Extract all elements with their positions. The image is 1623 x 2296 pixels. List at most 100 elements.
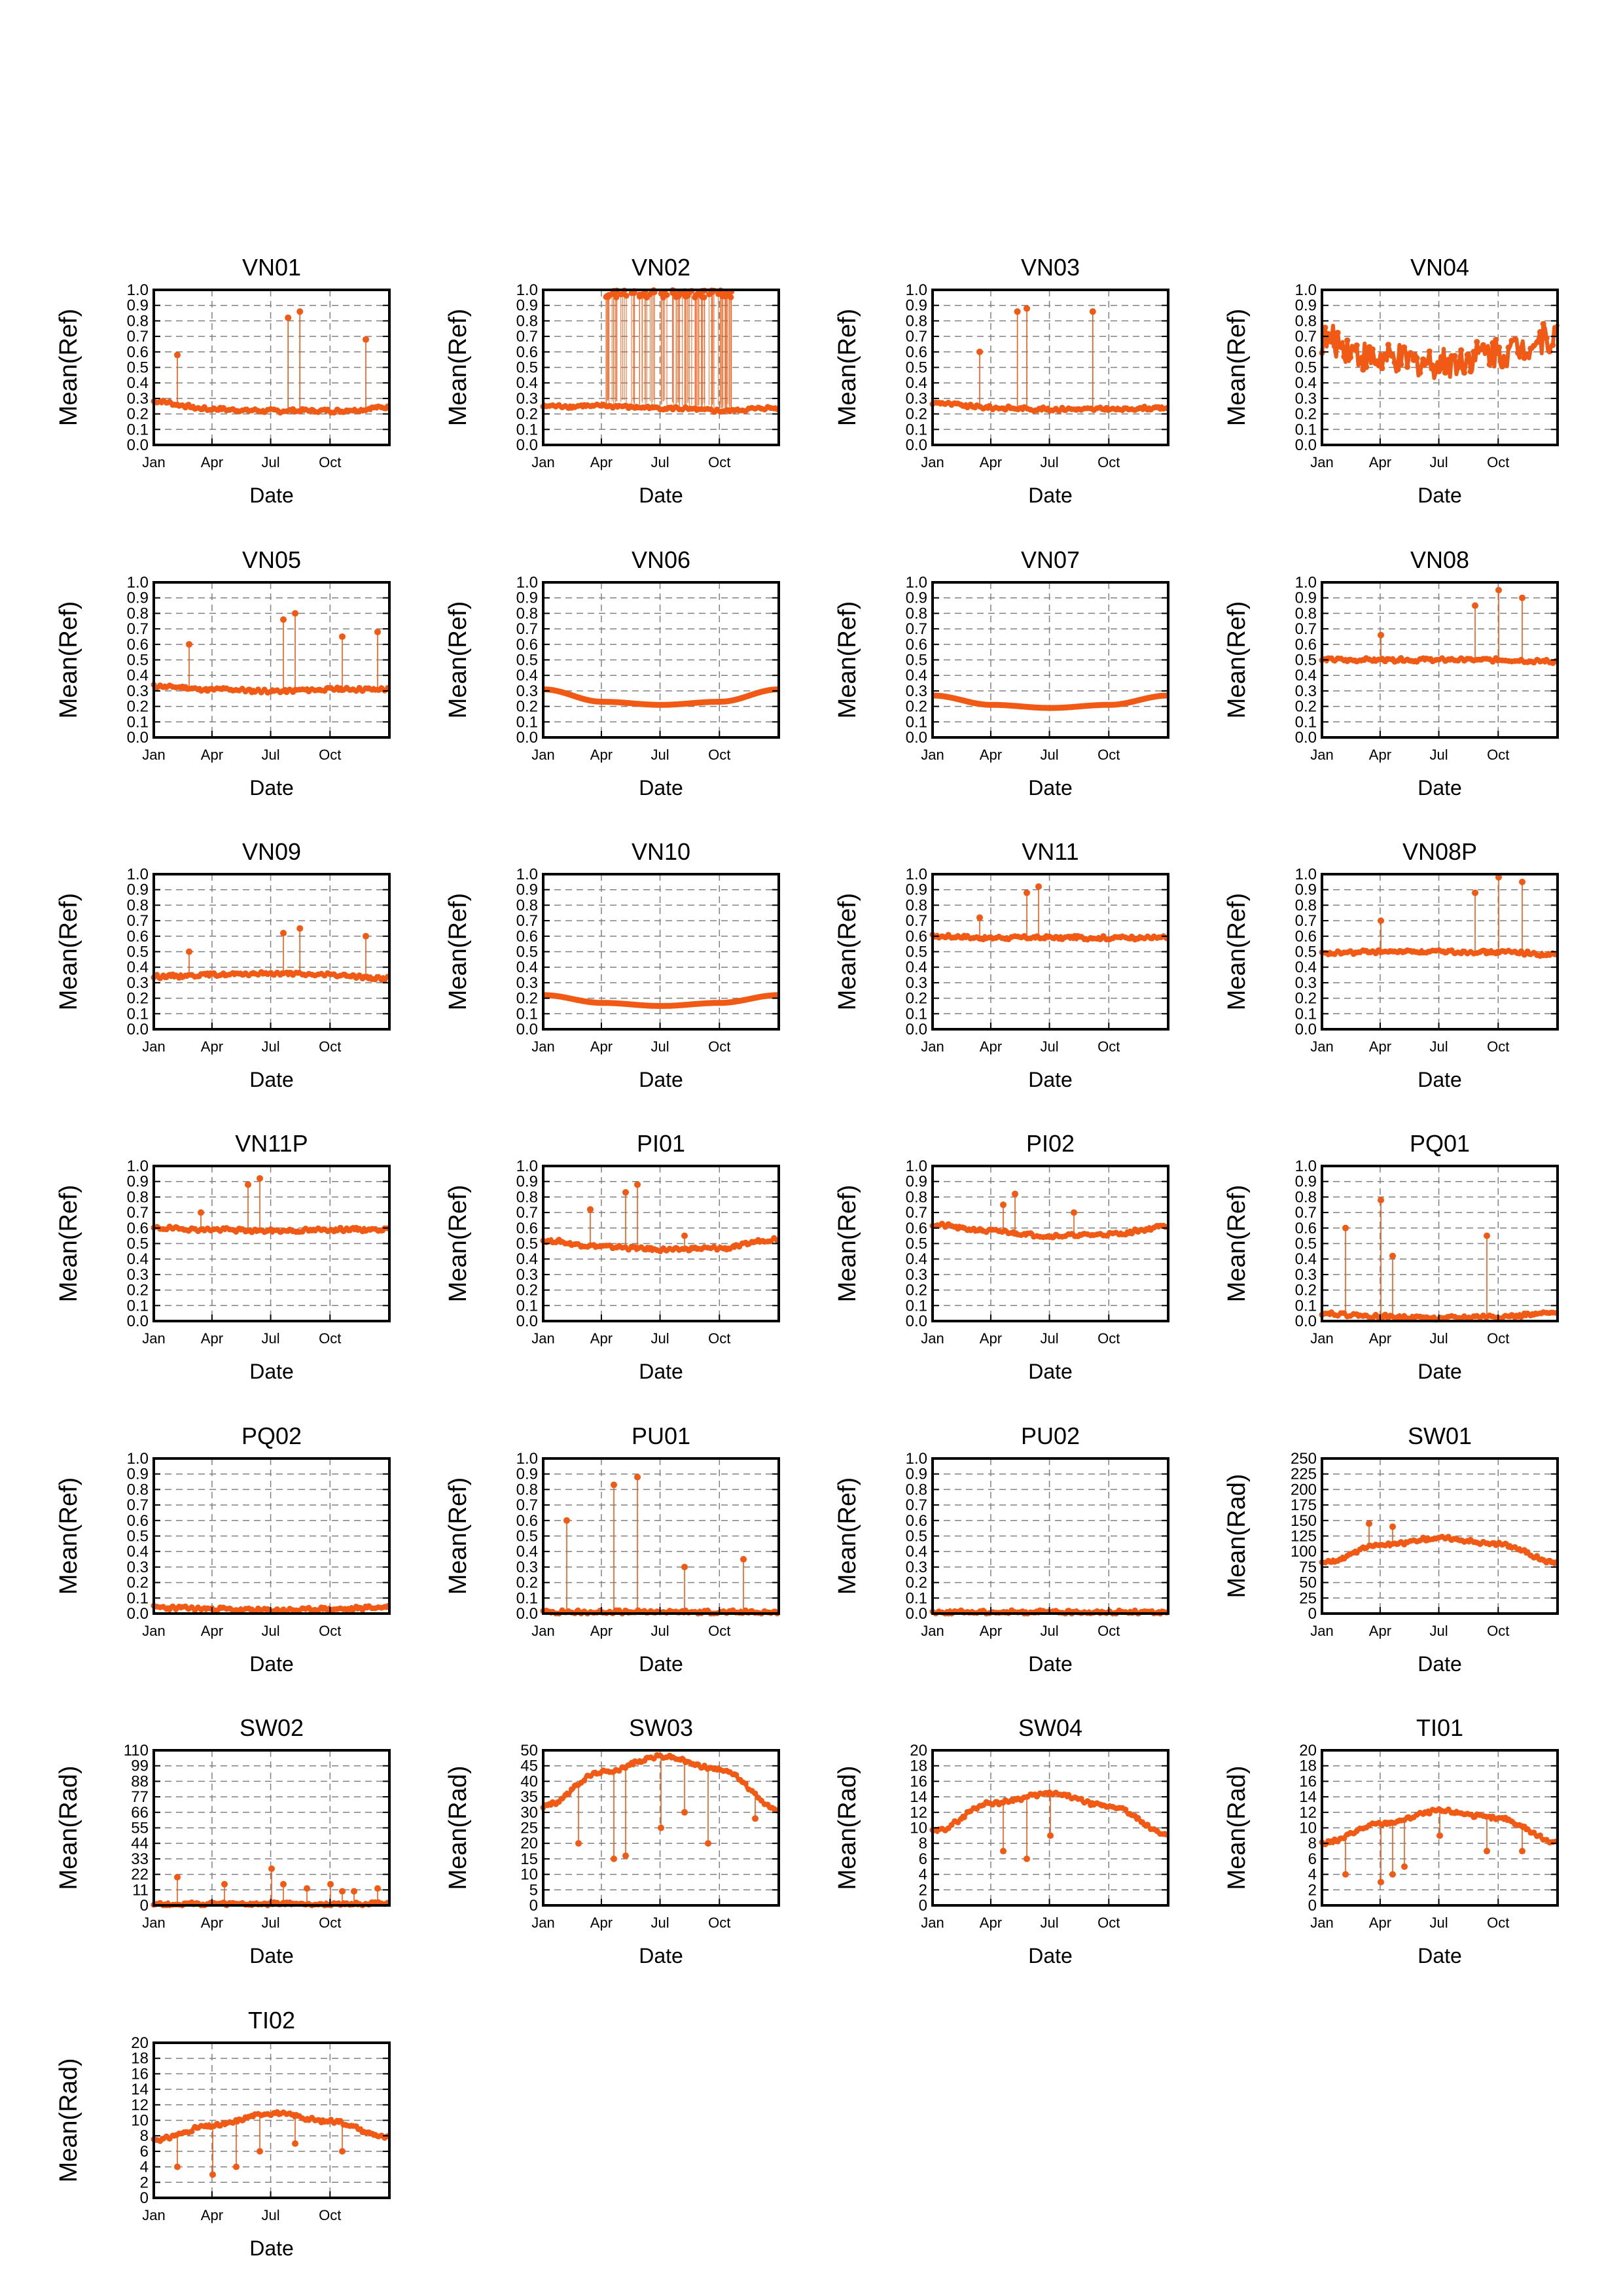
x-tick-label: Oct bbox=[1097, 1915, 1120, 1931]
y-tick-label: 0.4 bbox=[1295, 959, 1317, 976]
subplot-vn10: VN10 0.00.10.20.30.40.50.60.70.80.91.0 Jan… bbox=[444, 838, 781, 1091]
y-tick-label: 0.0 bbox=[516, 1021, 538, 1038]
x-axis-label: Date bbox=[639, 1068, 683, 1091]
x-axis-label: Date bbox=[1418, 776, 1462, 800]
y-tick-label: 0.6 bbox=[906, 928, 927, 945]
series-marks bbox=[151, 308, 391, 416]
y-tick-label: 0.5 bbox=[516, 1235, 538, 1253]
y-axis-label: Mean(Ref) bbox=[1223, 893, 1251, 1011]
x-tick-label: Jul bbox=[1429, 454, 1448, 470]
y-tick-label: 2 bbox=[1308, 1881, 1317, 1899]
series-line bbox=[541, 992, 781, 1009]
series-line bbox=[932, 1222, 1169, 1240]
outlier-point bbox=[611, 1481, 617, 1489]
subplot-title: PU01 bbox=[632, 1422, 690, 1449]
y-tick-label: 25 bbox=[1299, 1589, 1317, 1607]
y-tick-label: 0.1 bbox=[516, 1297, 538, 1315]
y-tick-label: 0.7 bbox=[1295, 620, 1317, 638]
x-tick-label: Oct bbox=[319, 1038, 341, 1055]
y-tick-label: 0.2 bbox=[906, 1574, 927, 1592]
outlier-point bbox=[634, 1474, 641, 1481]
y-tick-label: 0.7 bbox=[516, 912, 538, 930]
x-tick-label: Jul bbox=[1040, 1915, 1058, 1931]
x-tick-label: Apr bbox=[201, 1330, 223, 1347]
y-tick-label: 0.0 bbox=[1295, 1021, 1317, 1038]
x-tick-label: Jan bbox=[142, 1330, 165, 1347]
y-tick-label: 0.8 bbox=[1295, 312, 1317, 330]
outlier-point bbox=[1024, 889, 1030, 896]
series-marks bbox=[540, 287, 781, 415]
subplot-title: VN04 bbox=[1410, 254, 1469, 281]
outlier-point bbox=[622, 1852, 629, 1860]
y-tick-label: 0.7 bbox=[127, 328, 149, 345]
y-tick-label: 0.2 bbox=[1295, 1282, 1317, 1299]
outlier-point bbox=[339, 2147, 346, 2155]
y-tick-label: 6 bbox=[919, 1850, 927, 1868]
subplot-title: VN02 bbox=[632, 254, 690, 281]
outlier-point bbox=[1472, 889, 1478, 896]
y-tick-label: 0.5 bbox=[1295, 1235, 1317, 1253]
subplot-title: TI02 bbox=[248, 2007, 295, 2034]
y-tick-label: 0.2 bbox=[1295, 698, 1317, 716]
y-tick-label: 0.9 bbox=[906, 1173, 927, 1191]
series-line bbox=[931, 400, 1170, 414]
y-tick-label: 0.9 bbox=[127, 1173, 149, 1191]
x-tick-label: Apr bbox=[1369, 1915, 1391, 1931]
y-tick-label: 0.4 bbox=[127, 667, 149, 684]
y-tick-label: 0.1 bbox=[516, 421, 538, 438]
y-tick-label: 1.0 bbox=[906, 281, 927, 299]
y-tick-label: 0.8 bbox=[516, 1481, 538, 1498]
y-tick-label: 0.3 bbox=[516, 1266, 538, 1284]
x-tick-label: Apr bbox=[980, 1038, 1002, 1055]
y-axis-label: Mean(Rad) bbox=[55, 1765, 82, 1890]
x-tick-label: Oct bbox=[1487, 1915, 1509, 1931]
outlier-point bbox=[1519, 878, 1525, 885]
y-tick-label: 0.3 bbox=[906, 682, 927, 700]
x-tick-label: Jul bbox=[1429, 1038, 1448, 1055]
subplot-vn07: VN07 0.00.10.20.30.40.50.60.70.80.91.0 Jan… bbox=[834, 546, 1170, 800]
x-tick-label: Jul bbox=[261, 454, 279, 470]
x-tick-label: Oct bbox=[708, 454, 730, 470]
x-axis-label: Date bbox=[249, 1652, 294, 1676]
y-axis-label: Mean(Ref) bbox=[1223, 601, 1251, 719]
outlier-point bbox=[1378, 631, 1384, 639]
series-line bbox=[931, 692, 1170, 711]
y-tick-label: 0.1 bbox=[1295, 713, 1317, 731]
y-tick-label: 0.2 bbox=[1295, 990, 1317, 1008]
outlier-point bbox=[186, 948, 192, 955]
outlier-point bbox=[280, 616, 287, 623]
y-tick-label: 0.1 bbox=[906, 1297, 927, 1315]
outlier-point bbox=[1000, 1201, 1007, 1209]
x-tick-label: Oct bbox=[1487, 747, 1509, 763]
y-tick-label: 1.0 bbox=[906, 574, 927, 592]
subplot-title: VN06 bbox=[632, 546, 690, 573]
outlier-point bbox=[611, 1855, 617, 1862]
x-tick-label: Jan bbox=[142, 747, 165, 763]
x-tick-label: Jan bbox=[921, 1623, 944, 1639]
y-tick-label: 0.4 bbox=[516, 1250, 538, 1268]
x-tick-label: Apr bbox=[590, 1038, 613, 1055]
y-tick-label: 0.9 bbox=[127, 297, 149, 315]
x-axis-label: Date bbox=[249, 1068, 294, 1091]
x-tick-label: Apr bbox=[1369, 1330, 1391, 1347]
y-tick-label: 0.2 bbox=[516, 1282, 538, 1299]
y-tick-label: 12 bbox=[910, 1804, 927, 1822]
x-tick-label: Apr bbox=[1369, 747, 1391, 763]
y-tick-label: 66 bbox=[131, 1804, 149, 1822]
y-tick-label: 0.0 bbox=[516, 1313, 538, 1330]
y-tick-label: 0.7 bbox=[127, 620, 149, 638]
y-tick-label: 0.5 bbox=[516, 944, 538, 961]
y-tick-label: 1.0 bbox=[906, 1157, 927, 1175]
y-tick-label: 0.8 bbox=[127, 1188, 149, 1206]
x-tick-label: Jan bbox=[921, 454, 944, 470]
x-tick-label: Apr bbox=[201, 454, 223, 470]
y-tick-label: 4 bbox=[140, 2159, 149, 2176]
y-tick-label: 0.5 bbox=[1295, 652, 1317, 669]
x-tick-label: Jul bbox=[1429, 747, 1448, 763]
outlier-point bbox=[1089, 308, 1096, 315]
y-tick-label: 0.6 bbox=[127, 1220, 149, 1237]
y-tick-label: 0.0 bbox=[906, 729, 927, 747]
y-tick-label: 0.4 bbox=[127, 959, 149, 976]
y-tick-label: 0.5 bbox=[906, 359, 927, 377]
y-tick-label: 0.3 bbox=[1295, 390, 1317, 408]
